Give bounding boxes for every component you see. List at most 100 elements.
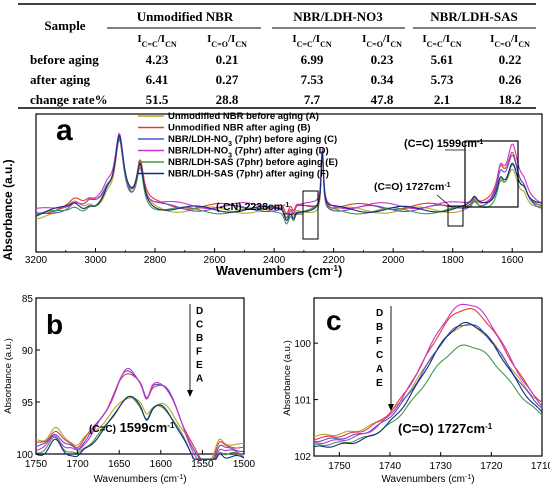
panel-a-ylabel: Absorbance (a.u.) [1,159,15,260]
co-annotation: (C=O) 1727cm-1 [374,181,451,193]
x-tick-label: 1710 [531,461,550,472]
table-row-label: after aging [30,72,91,87]
x-tick-label: 1700 [66,459,89,470]
table-cell: 6.99 [301,52,324,67]
x-tick-label: 1740 [379,461,402,472]
y-tick-label: 85 [22,294,34,305]
panel-a-spectra [35,132,542,225]
legend-entry: NBR/LDH-SAS (7phr) before aging (E) [168,157,338,168]
table-cell: 4.23 [146,52,169,67]
column-header: IC=C/ICN [137,33,177,49]
x-tick-label: 3200 [25,255,48,266]
x-tick-label: 2600 [203,255,226,266]
x-tick-label: 1600 [150,459,173,470]
panel-b-ticks: 1750 1700 1650 1600 1550 1500 85 90 95 100 [16,294,255,470]
group-header-2: NBR/LDH-NO3 [293,9,383,24]
panel-b-letter: b [46,309,63,340]
cc-peak-box [464,140,519,208]
y-tick-label: 102 [294,452,311,463]
column-headers: IC=C/ICN IC=O/ICN IC=C/ICN IC=O/ICN IC=C/ICN… [137,33,530,49]
spectrum-line [313,321,543,448]
column-header: IC=O/ICN [207,33,247,49]
panel-c-spectra [313,303,543,448]
panel-a-frame [35,113,543,253]
x-tick-label: 2800 [144,255,167,266]
table-cell: 5.73 [431,72,454,87]
table-row-label: before aging [30,52,99,67]
x-tick-label: 1550 [191,459,214,470]
group-header-1: Unmodified NBR [137,9,234,24]
legend-entry: NBR/LDH-NO3 (7phr) before aging (C) [168,134,337,148]
spectrum-line [35,395,245,460]
data-table: Sample Unmodified NBR NBR/LDH-NO3 NBR/LD… [18,3,536,109]
order-label: B [196,333,203,344]
spectrum-line [35,134,542,222]
panel-a: a Absorbance (a.u.) 3200 3000 2800 2600 2400… [1,111,543,278]
spectrum-line [35,367,245,460]
order-label: D [376,308,383,319]
table-row-label: change rate% [30,92,108,107]
order-label: E [196,360,203,371]
panel-b-ylabel: Absorbance (a.u.) [3,338,14,414]
panel-c-letter: c [326,305,342,336]
panel-b-xlabel: Wavenumbers (cm-1) [93,474,186,486]
table-cell: 5.61 [431,52,454,67]
panel-a-x-ticks: 3200 3000 2800 2600 2400 2200 2000 1800 1600 [25,248,524,266]
table-cell: 7.53 [301,72,324,87]
table-body: before aging 4.23 0.21 6.99 0.23 5.61 0.22 afte… [30,52,522,107]
order-label: F [196,347,202,358]
spectrum-line [313,324,543,443]
panel-b-annotation: (C=C) 1599cm-1 [89,420,175,435]
table-cell: 6.41 [146,72,169,87]
table-cell: 0.34 [371,72,394,87]
panel-c-frame [313,297,543,457]
order-label: A [376,364,383,375]
panel-c: c Absorbance (a.u.) 1750 1740 1730 1720 1710… [282,297,550,486]
x-tick-label: 2000 [382,255,405,266]
panel-c-arrow-head [388,404,394,411]
panel-b: b Absorbance (a.u.) 1750 1700 1650 1600 1550… [3,294,256,485]
column-header: IC=O/ICN [490,33,530,49]
y-tick-label: 90 [22,346,34,357]
group-header-3: NBR/LDH-SAS [430,9,517,24]
x-tick-label: 1800 [442,255,465,266]
order-label: A [196,374,203,385]
panel-c-ylabel: Absorbance (a.u.) [282,340,293,416]
panel-a-xlabel: Wavenumbers (cm-1) [216,263,343,278]
table-cell: 47.8 [371,92,394,107]
x-tick-label: 1650 [108,459,131,470]
x-tick-label: 1750 [328,461,351,472]
panel-c-ticks: 1750 1740 1730 1720 1710 100 101 102 [294,339,550,472]
panel-b-frame [35,297,245,455]
cn-peak-box [302,190,319,240]
y-tick-label: 95 [22,398,34,409]
co-peak-box [447,205,464,227]
legend-entry: Unmodified NBR after aging (B) [168,123,311,134]
order-label: D [196,306,203,317]
y-tick-label: 101 [294,396,311,407]
panel-c-xlabel: Wavenumbers (cm-1) [381,474,474,486]
spectrum-line [35,373,245,460]
table-cell: 0.27 [216,72,239,87]
legend-entry: NBR/LDH-SAS (7phr) after aging (F) [168,169,329,180]
table-cell: 0.21 [216,52,239,67]
legend-entry: NBR/LDH-NO3 (7phr) after aging (D) [168,146,329,160]
spectrum-line [313,308,543,441]
y-tick-label: 100 [16,450,33,461]
legend-entry: Unmodified NBR before aging (A) [168,111,319,122]
panel-c-annotation: (C=O) 1727cm-1 [398,421,493,436]
panel-b-spectra [35,367,245,460]
x-tick-label: 1750 [25,459,48,470]
column-header: IC=C/ICN [422,33,462,49]
table-cell: 0.22 [499,52,522,67]
x-tick-label: 1600 [501,255,524,266]
spectrum-line [313,303,543,444]
order-label: B [376,322,383,333]
table-cell: 51.5 [146,92,169,107]
x-tick-label: 1500 [233,459,256,470]
panel-b-arrow-head [187,390,193,397]
order-label: C [196,320,203,331]
table-cell: 0.23 [371,52,394,67]
